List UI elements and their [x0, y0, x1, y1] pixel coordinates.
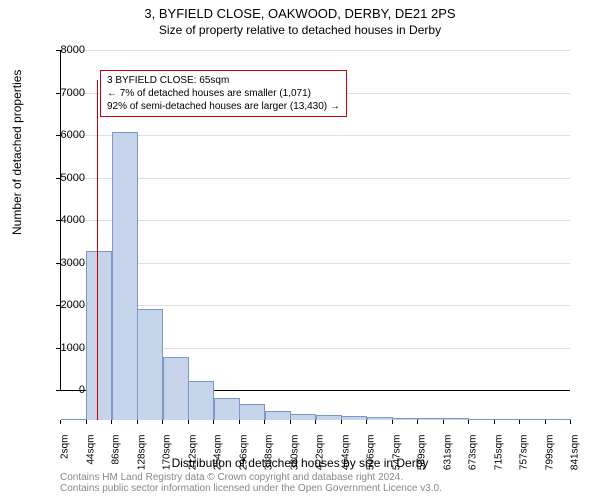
y-tick-label: 7000 [61, 87, 85, 99]
x-tick-label: 380sqm [289, 435, 300, 475]
histogram-bar [163, 357, 189, 420]
histogram-bar [265, 411, 291, 421]
x-tick-mark [570, 420, 571, 424]
x-tick-label: 128sqm [136, 435, 147, 475]
x-tick-label: 589sqm [417, 435, 428, 475]
x-tick-mark [137, 420, 138, 424]
histogram-bar [86, 251, 112, 420]
annotation-line: ← 7% of detached houses are smaller (1,0… [107, 87, 340, 100]
x-tick-label: 212sqm [187, 435, 198, 475]
histogram-bar [367, 417, 393, 420]
chart-container: 3, BYFIELD CLOSE, OAKWOOD, DERBY, DE21 2… [0, 0, 600, 500]
y-tick-label: 6000 [61, 129, 85, 141]
x-tick-mark [417, 420, 418, 424]
x-tick-label: 254sqm [213, 435, 224, 475]
y-tick-label: 5000 [61, 172, 85, 184]
chart-subtitle: Size of property relative to detached ho… [0, 21, 600, 37]
x-tick-label: 715sqm [493, 435, 504, 475]
histogram-bar [316, 415, 342, 420]
x-tick-mark [443, 420, 444, 424]
footer-line-2: Contains public sector information licen… [60, 483, 442, 494]
x-tick-mark [239, 420, 240, 424]
x-tick-label: 631sqm [442, 435, 453, 475]
x-tick-mark [290, 420, 291, 424]
histogram-bar [61, 419, 87, 420]
chart-title: 3, BYFIELD CLOSE, OAKWOOD, DERBY, DE21 2… [0, 0, 600, 21]
x-tick-mark [60, 420, 61, 424]
x-tick-mark [213, 420, 214, 424]
x-tick-mark [341, 420, 342, 424]
gridline [60, 50, 570, 51]
histogram-bar [188, 381, 214, 420]
histogram-bar [520, 419, 546, 420]
histogram-bar [418, 418, 444, 420]
histogram-bar [545, 419, 571, 420]
x-tick-label: 296sqm [238, 435, 249, 475]
x-tick-label: 673sqm [468, 435, 479, 475]
histogram-bar [494, 419, 520, 420]
x-tick-label: 170sqm [162, 435, 173, 475]
x-tick-mark [494, 420, 495, 424]
x-tick-label: 44sqm [85, 435, 96, 475]
annotation-box: 3 BYFIELD CLOSE: 65sqm← 7% of detached h… [100, 70, 347, 117]
y-tick-label: 3000 [61, 257, 85, 269]
x-tick-mark [188, 420, 189, 424]
x-tick-mark [519, 420, 520, 424]
x-tick-label: 464sqm [340, 435, 351, 475]
x-tick-label: 547sqm [391, 435, 402, 475]
footer: Contains HM Land Registry data © Crown c… [60, 472, 442, 494]
x-tick-mark [366, 420, 367, 424]
x-tick-label: 422sqm [315, 435, 326, 475]
y-tick-label: 2000 [61, 299, 85, 311]
histogram-bar [290, 414, 316, 420]
x-tick-mark [264, 420, 265, 424]
annotation-line: 92% of semi-detached houses are larger (… [107, 100, 340, 113]
histogram-bar [392, 418, 418, 420]
histogram-bar [341, 416, 367, 420]
annotation-line: 3 BYFIELD CLOSE: 65sqm [107, 74, 340, 87]
x-tick-label: 338sqm [264, 435, 275, 475]
x-tick-label: 2sqm [60, 435, 71, 475]
x-tick-label: 506sqm [366, 435, 377, 475]
histogram-bar [239, 404, 265, 420]
x-tick-mark [468, 420, 469, 424]
y-tick-label: 1000 [61, 342, 85, 354]
y-tick-label: 4000 [61, 214, 85, 226]
x-tick-mark [545, 420, 546, 424]
x-tick-label: 799sqm [544, 435, 555, 475]
x-tick-mark [111, 420, 112, 424]
x-tick-label: 841sqm [570, 435, 581, 475]
y-tick-label: 8000 [61, 44, 85, 56]
y-axis-line [60, 50, 61, 390]
x-tick-mark [162, 420, 163, 424]
y-axis-label: Number of detached properties [10, 70, 24, 235]
histogram-bar [214, 398, 240, 420]
reference-line [97, 80, 98, 420]
x-tick-mark [315, 420, 316, 424]
histogram-bar [443, 418, 469, 420]
x-tick-label: 86sqm [111, 435, 122, 475]
x-tick-label: 757sqm [519, 435, 530, 475]
histogram-bar [469, 419, 495, 420]
histogram-bar [137, 309, 163, 421]
x-tick-mark [86, 420, 87, 424]
histogram-bar [112, 132, 138, 420]
x-tick-mark [392, 420, 393, 424]
